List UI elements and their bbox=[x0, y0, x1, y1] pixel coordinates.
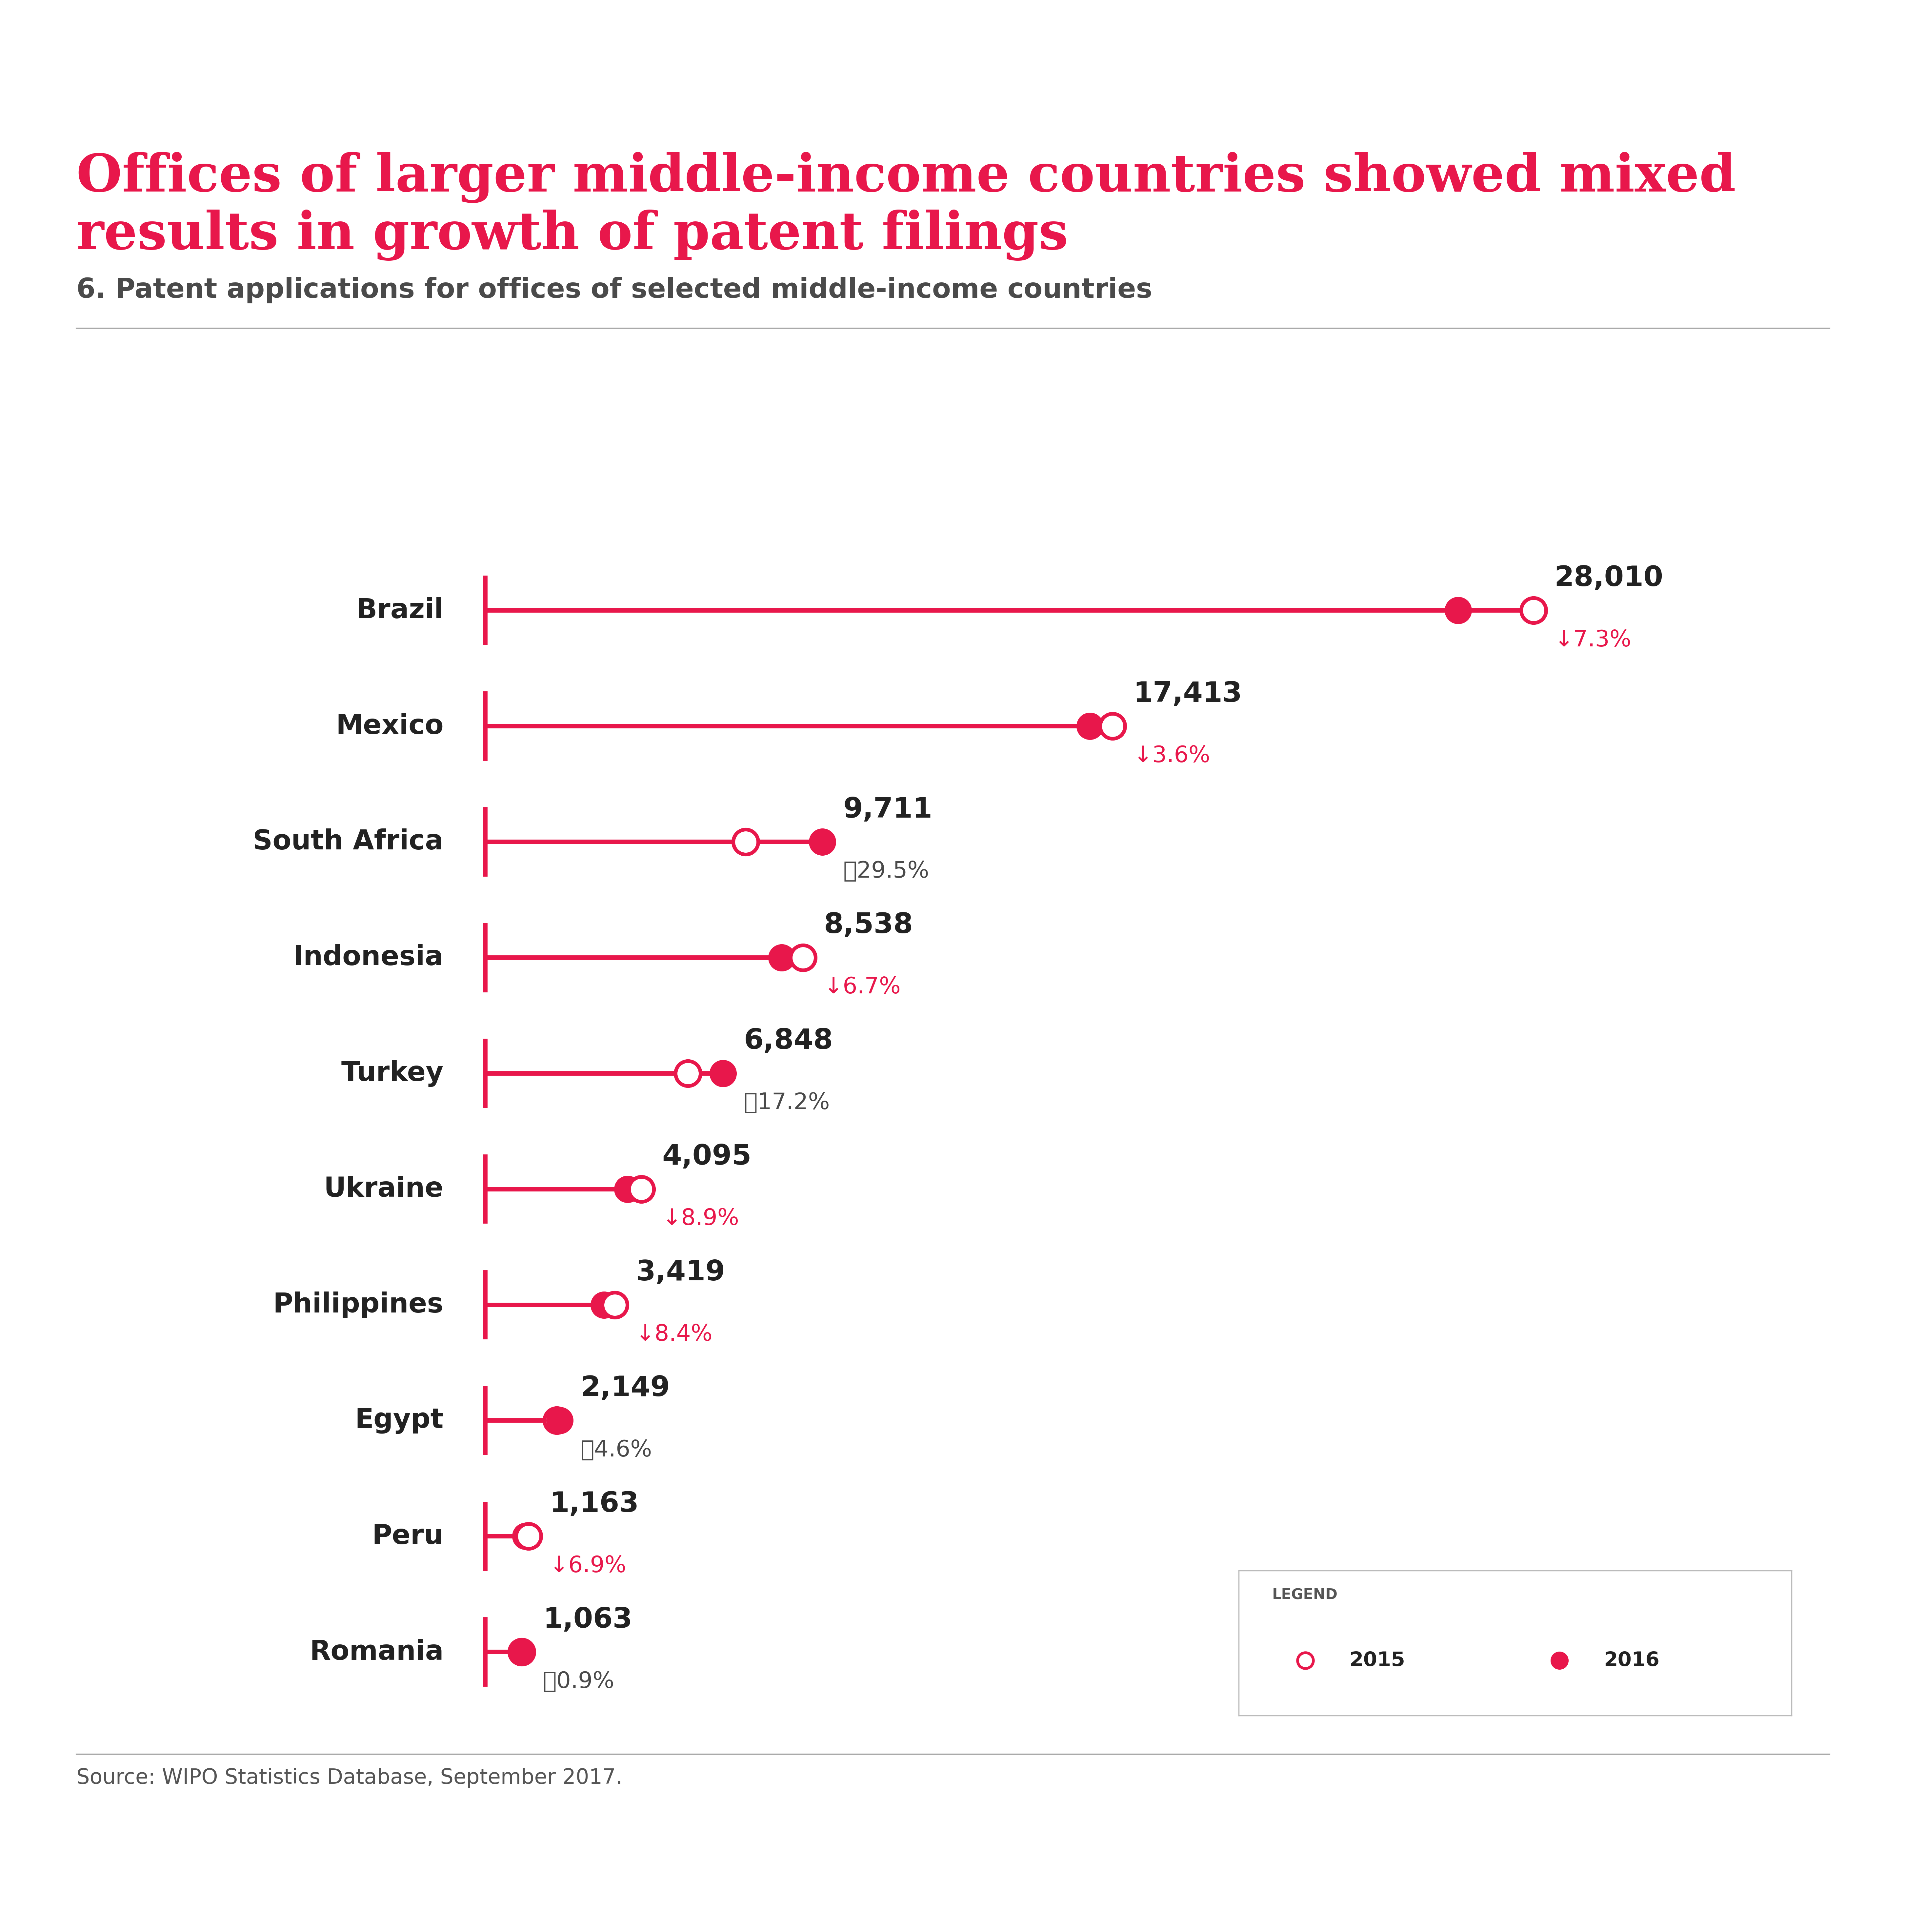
Point bbox=[612, 1173, 642, 1204]
Point bbox=[673, 1059, 703, 1090]
Point bbox=[511, 1520, 541, 1551]
Point bbox=[507, 1636, 537, 1667]
Text: ᤒ4.6%: ᤒ4.6% bbox=[581, 1439, 652, 1461]
Text: 2,149: 2,149 bbox=[581, 1376, 669, 1403]
Point bbox=[1075, 711, 1105, 742]
Text: 1,163: 1,163 bbox=[549, 1490, 639, 1519]
Text: ᤒ29.5%: ᤒ29.5% bbox=[842, 860, 930, 883]
Text: ↓8.9%: ↓8.9% bbox=[661, 1208, 740, 1229]
Point bbox=[766, 943, 797, 974]
Point bbox=[507, 1636, 537, 1667]
Text: Ukraine: Ukraine bbox=[324, 1177, 444, 1202]
Text: 4,095: 4,095 bbox=[661, 1144, 751, 1171]
Text: Offices of larger middle-income countries showed mixed: Offices of larger middle-income countrie… bbox=[76, 153, 1736, 203]
Text: South Africa: South Africa bbox=[253, 829, 444, 856]
Text: 8,538: 8,538 bbox=[823, 912, 913, 939]
Text: ↓6.7%: ↓6.7% bbox=[823, 976, 902, 999]
Text: ᤒ0.9%: ᤒ0.9% bbox=[543, 1671, 614, 1692]
Point bbox=[730, 827, 760, 858]
Text: 9,711: 9,711 bbox=[842, 796, 932, 823]
Point bbox=[1098, 711, 1128, 742]
Point bbox=[707, 1059, 738, 1090]
Text: ↓8.4%: ↓8.4% bbox=[637, 1323, 713, 1345]
Point bbox=[1443, 595, 1473, 626]
Text: LEGEND: LEGEND bbox=[1271, 1588, 1338, 1602]
Text: Peru: Peru bbox=[372, 1522, 444, 1549]
Point bbox=[589, 1289, 619, 1320]
Point bbox=[787, 943, 818, 974]
Text: Source: WIPO Statistics Database, September 2017.: Source: WIPO Statistics Database, Septem… bbox=[76, 1768, 621, 1789]
Text: 28,010: 28,010 bbox=[1553, 564, 1664, 591]
Point bbox=[808, 827, 839, 858]
Text: ↓3.6%: ↓3.6% bbox=[1134, 744, 1210, 767]
Text: ↓6.9%: ↓6.9% bbox=[549, 1555, 627, 1577]
Point bbox=[513, 1520, 543, 1551]
Text: Indonesia: Indonesia bbox=[294, 945, 444, 972]
Text: results in growth of patent filings: results in growth of patent filings bbox=[76, 211, 1067, 261]
Point bbox=[625, 1173, 656, 1204]
Text: 17,413: 17,413 bbox=[1134, 680, 1243, 707]
Text: Philippines: Philippines bbox=[273, 1291, 444, 1318]
Text: 1,063: 1,063 bbox=[543, 1605, 633, 1633]
Text: Romania: Romania bbox=[309, 1638, 444, 1665]
Text: 3,419: 3,419 bbox=[637, 1260, 724, 1287]
Text: 2016: 2016 bbox=[1603, 1650, 1660, 1671]
Text: Egypt: Egypt bbox=[355, 1406, 444, 1434]
Point bbox=[600, 1289, 631, 1320]
Text: Mexico: Mexico bbox=[335, 713, 444, 740]
Text: 2015: 2015 bbox=[1349, 1650, 1405, 1671]
Text: Brazil: Brazil bbox=[356, 597, 444, 624]
Point bbox=[541, 1405, 572, 1435]
Point bbox=[1519, 595, 1550, 626]
Text: Turkey: Turkey bbox=[341, 1061, 444, 1088]
Point bbox=[545, 1405, 576, 1435]
Text: ↓7.3%: ↓7.3% bbox=[1553, 630, 1632, 651]
Text: ᤒ17.2%: ᤒ17.2% bbox=[743, 1092, 829, 1115]
Text: 6,848: 6,848 bbox=[743, 1028, 833, 1055]
Text: 6. Patent applications for offices of selected middle-income countries: 6. Patent applications for offices of se… bbox=[76, 276, 1151, 303]
